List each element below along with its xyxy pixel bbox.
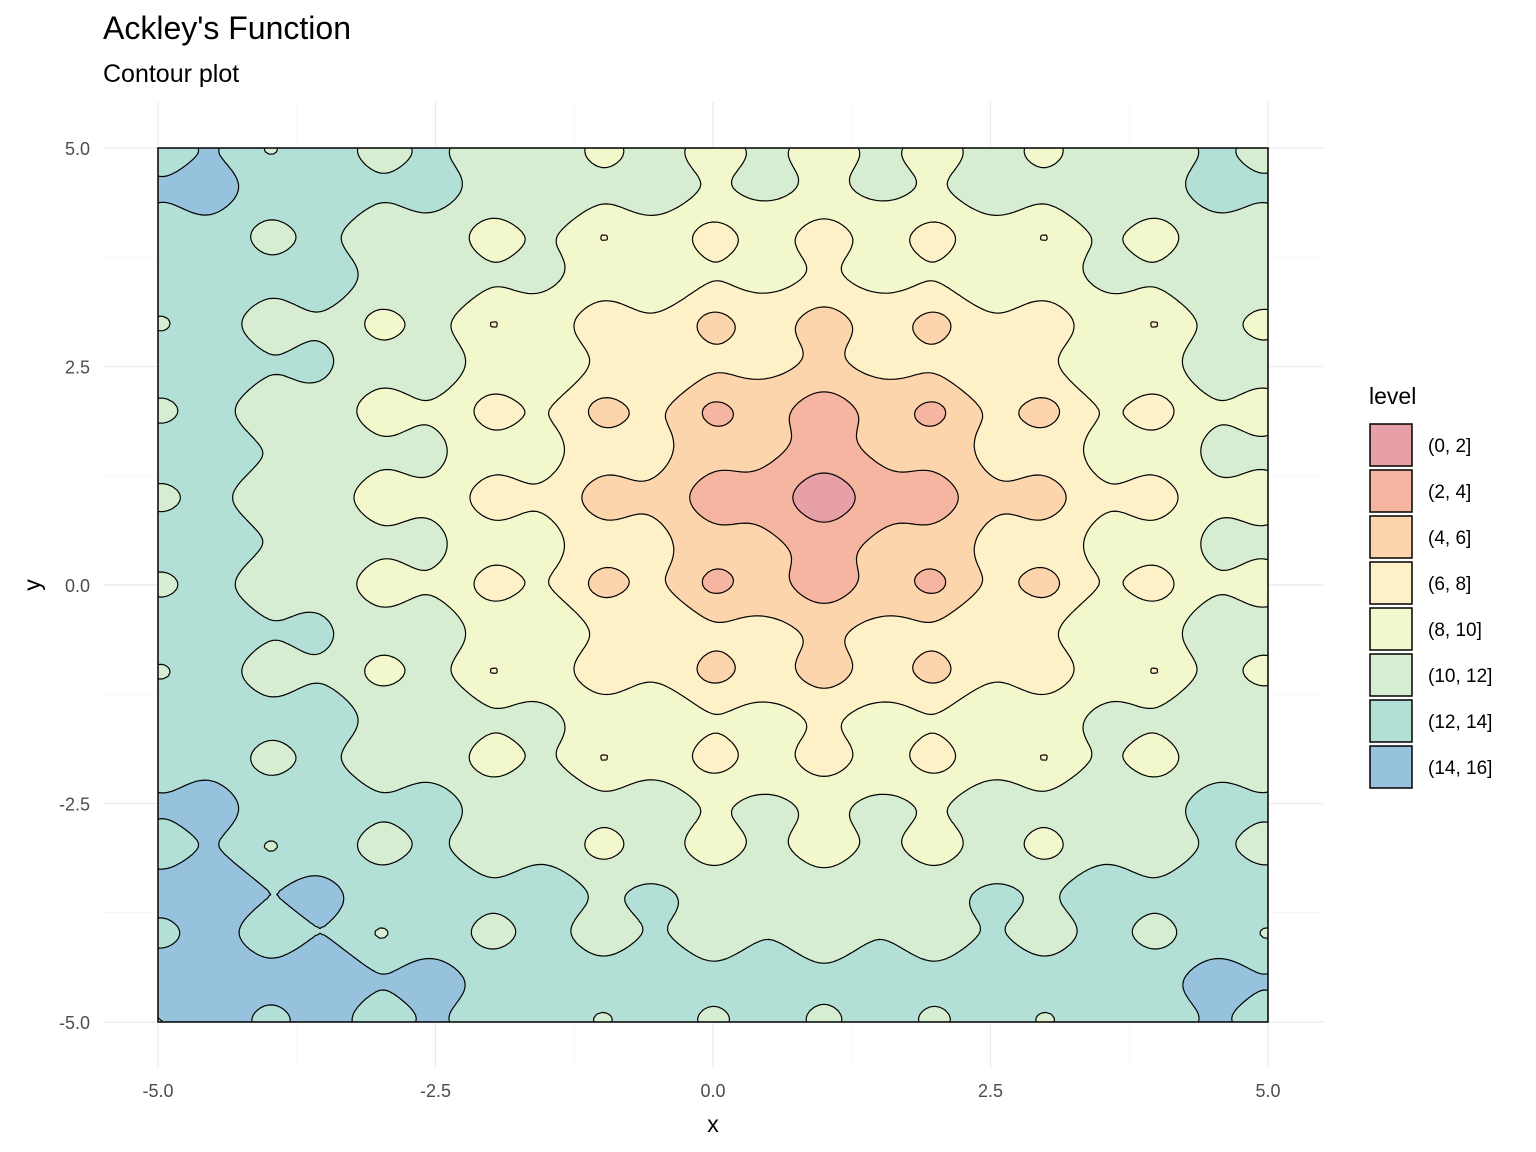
contour-line-6 <box>581 306 1067 689</box>
y-tick-label: -2.5 <box>59 795 90 815</box>
chart-subtitle: Contour plot <box>103 60 240 88</box>
y-axis-title: y <box>19 579 45 591</box>
contour-line-10 <box>353 148 1268 869</box>
legend-swatch <box>1369 423 1413 467</box>
x-tick-label: 5.0 <box>1255 1081 1280 1101</box>
legend-swatch <box>1369 699 1413 743</box>
legend-label: (14, 16] <box>1428 758 1492 779</box>
legend: (0, 2] (2, 4] (4, 6] (6, 8] (8, 10] (10, 12] (… <box>1369 423 1492 789</box>
legend-label: (10, 12] <box>1428 666 1492 687</box>
contour-lines <box>158 148 1268 1022</box>
legend-label: (4, 6] <box>1428 528 1471 549</box>
contour-line-8 <box>469 218 1179 777</box>
x-tick-label: 0.0 <box>700 1081 725 1101</box>
contour-line-2 <box>792 472 856 523</box>
y-tick-label: 2.5 <box>65 358 90 378</box>
legend-swatch <box>1369 469 1413 513</box>
legend-swatch <box>1369 745 1413 789</box>
y-axis-ticks: 5.0 2.5 0.0 -2.5 -5.0 <box>59 139 90 1033</box>
x-tick-label: -5.0 <box>142 1081 173 1101</box>
y-tick-label: 0.0 <box>65 576 90 596</box>
y-tick-label: -5.0 <box>59 1013 90 1033</box>
legend-label: (2, 4] <box>1428 482 1471 503</box>
contour-line-14 <box>158 148 1268 1022</box>
contour-line-4 <box>689 391 959 604</box>
x-tick-label: -2.5 <box>420 1081 451 1101</box>
legend-swatch <box>1369 653 1413 697</box>
legend-swatch <box>1369 561 1413 605</box>
legend-swatch <box>1369 515 1413 559</box>
legend-label: (6, 8] <box>1428 574 1471 595</box>
legend-swatch <box>1369 607 1413 651</box>
legend-title: level <box>1369 383 1416 409</box>
legend-label: (12, 14] <box>1428 712 1492 733</box>
legend-label: (0, 2] <box>1428 436 1471 457</box>
contour-fill-raster <box>158 148 1268 1022</box>
y-tick-label: 5.0 <box>65 139 90 159</box>
x-axis-title: x <box>707 1111 719 1137</box>
contour-fill <box>158 148 1268 1022</box>
x-tick-label: 2.5 <box>978 1081 1003 1101</box>
chart-title: Ackley's Function <box>103 10 351 46</box>
contour-line-12 <box>158 148 1268 1022</box>
plot-border <box>157 147 1269 1023</box>
x-axis-ticks: -5.0 -2.5 0.0 2.5 5.0 <box>142 1081 1280 1101</box>
legend-label: (8, 10] <box>1428 620 1482 641</box>
